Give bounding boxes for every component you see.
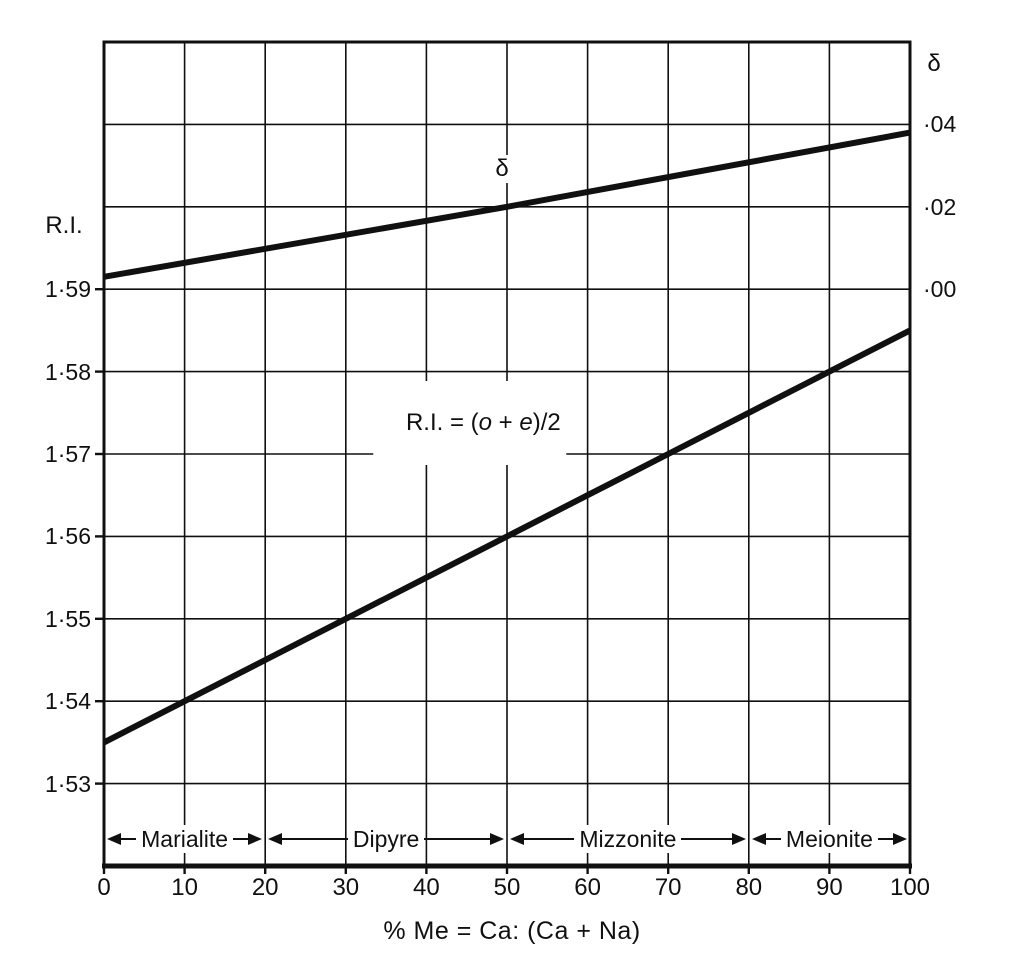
x-tick-label: 60 — [574, 874, 601, 901]
equation-text-1: R.I. = ( — [405, 409, 479, 436]
zone-label: Mizzonite — [574, 825, 682, 853]
zone-label: Dipyre — [347, 825, 425, 853]
arrow-right-icon — [490, 833, 504, 845]
zone-connector — [282, 838, 348, 840]
left-tick-label: 1·56 — [44, 523, 91, 550]
arrow-left-icon — [751, 833, 766, 845]
x-tick-label: 90 — [816, 874, 843, 901]
arrow-left-icon — [510, 833, 524, 845]
zone-label: Marialite — [136, 825, 234, 853]
right-tick-label: ·00 — [923, 276, 957, 303]
equation-text-3: )/2 — [532, 409, 561, 436]
x-tick-label: 70 — [654, 874, 682, 901]
arrow-right-icon — [248, 833, 263, 845]
x-tick-label: 100 — [889, 874, 931, 901]
zone-connector — [233, 838, 249, 840]
arrow-left-icon — [107, 833, 121, 845]
zone-dipyre: Dipyre — [268, 824, 504, 854]
right-tick-label: ·04 — [923, 111, 957, 138]
x-tick-label: 30 — [332, 874, 360, 901]
equation-text-2: + — [491, 409, 520, 436]
left-tick-label: 1·57 — [44, 441, 91, 467]
ri-equation-label: R.I. = (o + e)/2 — [373, 381, 567, 465]
x-axis-caption: % Me = Ca: (Ca + Na) — [383, 917, 641, 945]
zone-mizzonite: Mizzonite — [510, 824, 746, 854]
zone-connector — [765, 838, 781, 840]
series-line-delta — [103, 129, 911, 280]
zone-label: Meionite — [780, 825, 878, 853]
x-tick-label: 10 — [171, 874, 198, 901]
zone-connector — [424, 838, 490, 840]
zone-meionite: Meionite — [751, 824, 907, 854]
zone-connector — [121, 838, 137, 840]
zone-connector — [877, 838, 893, 840]
left-tick-label: 1·55 — [44, 605, 91, 632]
zone-connector — [524, 838, 575, 840]
right-axis-title: δ — [927, 50, 941, 77]
x-tick-label: 0 — [97, 874, 111, 901]
equation-var-e: e — [519, 409, 533, 436]
x-tick-label: 20 — [251, 874, 279, 901]
left-tick-label: 1·53 — [44, 770, 91, 797]
x-tick-label: 40 — [413, 874, 440, 901]
delta-line-label: δ — [489, 155, 515, 183]
arrow-right-icon — [731, 833, 746, 845]
equation-var-o: o — [478, 409, 492, 436]
x-tick-label: 50 — [493, 874, 521, 901]
zone-connector — [681, 838, 732, 840]
zone-marialite: Marialite — [107, 824, 263, 854]
series-line-ri — [102, 327, 912, 746]
left-tick-label: 1·54 — [44, 688, 91, 715]
left-axis-title: R.I. — [45, 212, 83, 239]
arrow-right-icon — [892, 833, 907, 845]
arrow-left-icon — [268, 833, 283, 845]
x-tick-label: 80 — [735, 874, 763, 901]
left-tick-label: 1·59 — [44, 276, 91, 303]
right-tick-label: ·02 — [923, 193, 957, 220]
left-tick-label: 1·58 — [44, 358, 91, 385]
